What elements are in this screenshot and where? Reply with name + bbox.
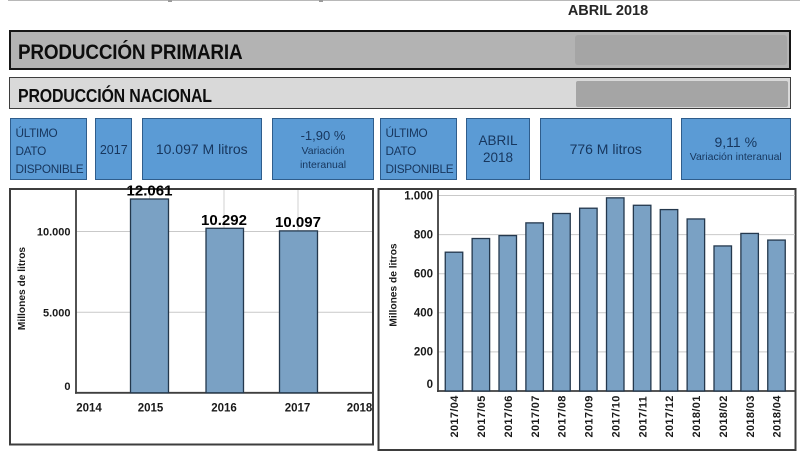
svg-text:800: 800: [414, 229, 433, 241]
svg-text:2016: 2016: [211, 403, 237, 415]
svg-text:2017/04: 2017/04: [449, 395, 461, 438]
svg-text:2018: 2018: [347, 403, 373, 415]
svg-text:2014: 2014: [76, 403, 102, 415]
svg-text:2018/03: 2018/03: [745, 395, 757, 437]
svg-text:200: 200: [414, 347, 433, 359]
svg-text:Millones de litros: Millones de litros: [17, 247, 28, 331]
svg-text:2017/06: 2017/06: [503, 395, 515, 437]
svg-text:Millones de litros: Millones de litros: [389, 243, 400, 327]
svg-text:2015: 2015: [138, 403, 164, 415]
svg-text:10.097: 10.097: [275, 214, 321, 231]
svg-text:12.061: 12.061: [127, 183, 173, 200]
svg-text:2017/05: 2017/05: [476, 395, 488, 437]
svg-text:2017/12: 2017/12: [664, 395, 676, 437]
svg-text:2017/11: 2017/11: [637, 396, 649, 438]
svg-text:2018/01: 2018/01: [691, 395, 703, 437]
svg-text:10.292: 10.292: [201, 212, 247, 229]
svg-text:0: 0: [427, 379, 433, 391]
svg-text:2018/02: 2018/02: [718, 395, 730, 437]
svg-text:2017/08: 2017/08: [557, 395, 569, 437]
svg-text:2017: 2017: [285, 403, 311, 415]
svg-text:5.000: 5.000: [43, 307, 71, 319]
svg-text:1.000: 1.000: [404, 190, 433, 202]
svg-text:0: 0: [64, 381, 70, 393]
svg-text:2017/09: 2017/09: [584, 395, 596, 437]
svg-text:600: 600: [414, 269, 433, 281]
svg-text:2017/07: 2017/07: [530, 395, 542, 437]
svg-text:10.000: 10.000: [37, 227, 71, 239]
svg-text:400: 400: [414, 308, 433, 320]
svg-text:2018/04: 2018/04: [772, 395, 784, 438]
svg-text:2017/10: 2017/10: [610, 395, 622, 437]
